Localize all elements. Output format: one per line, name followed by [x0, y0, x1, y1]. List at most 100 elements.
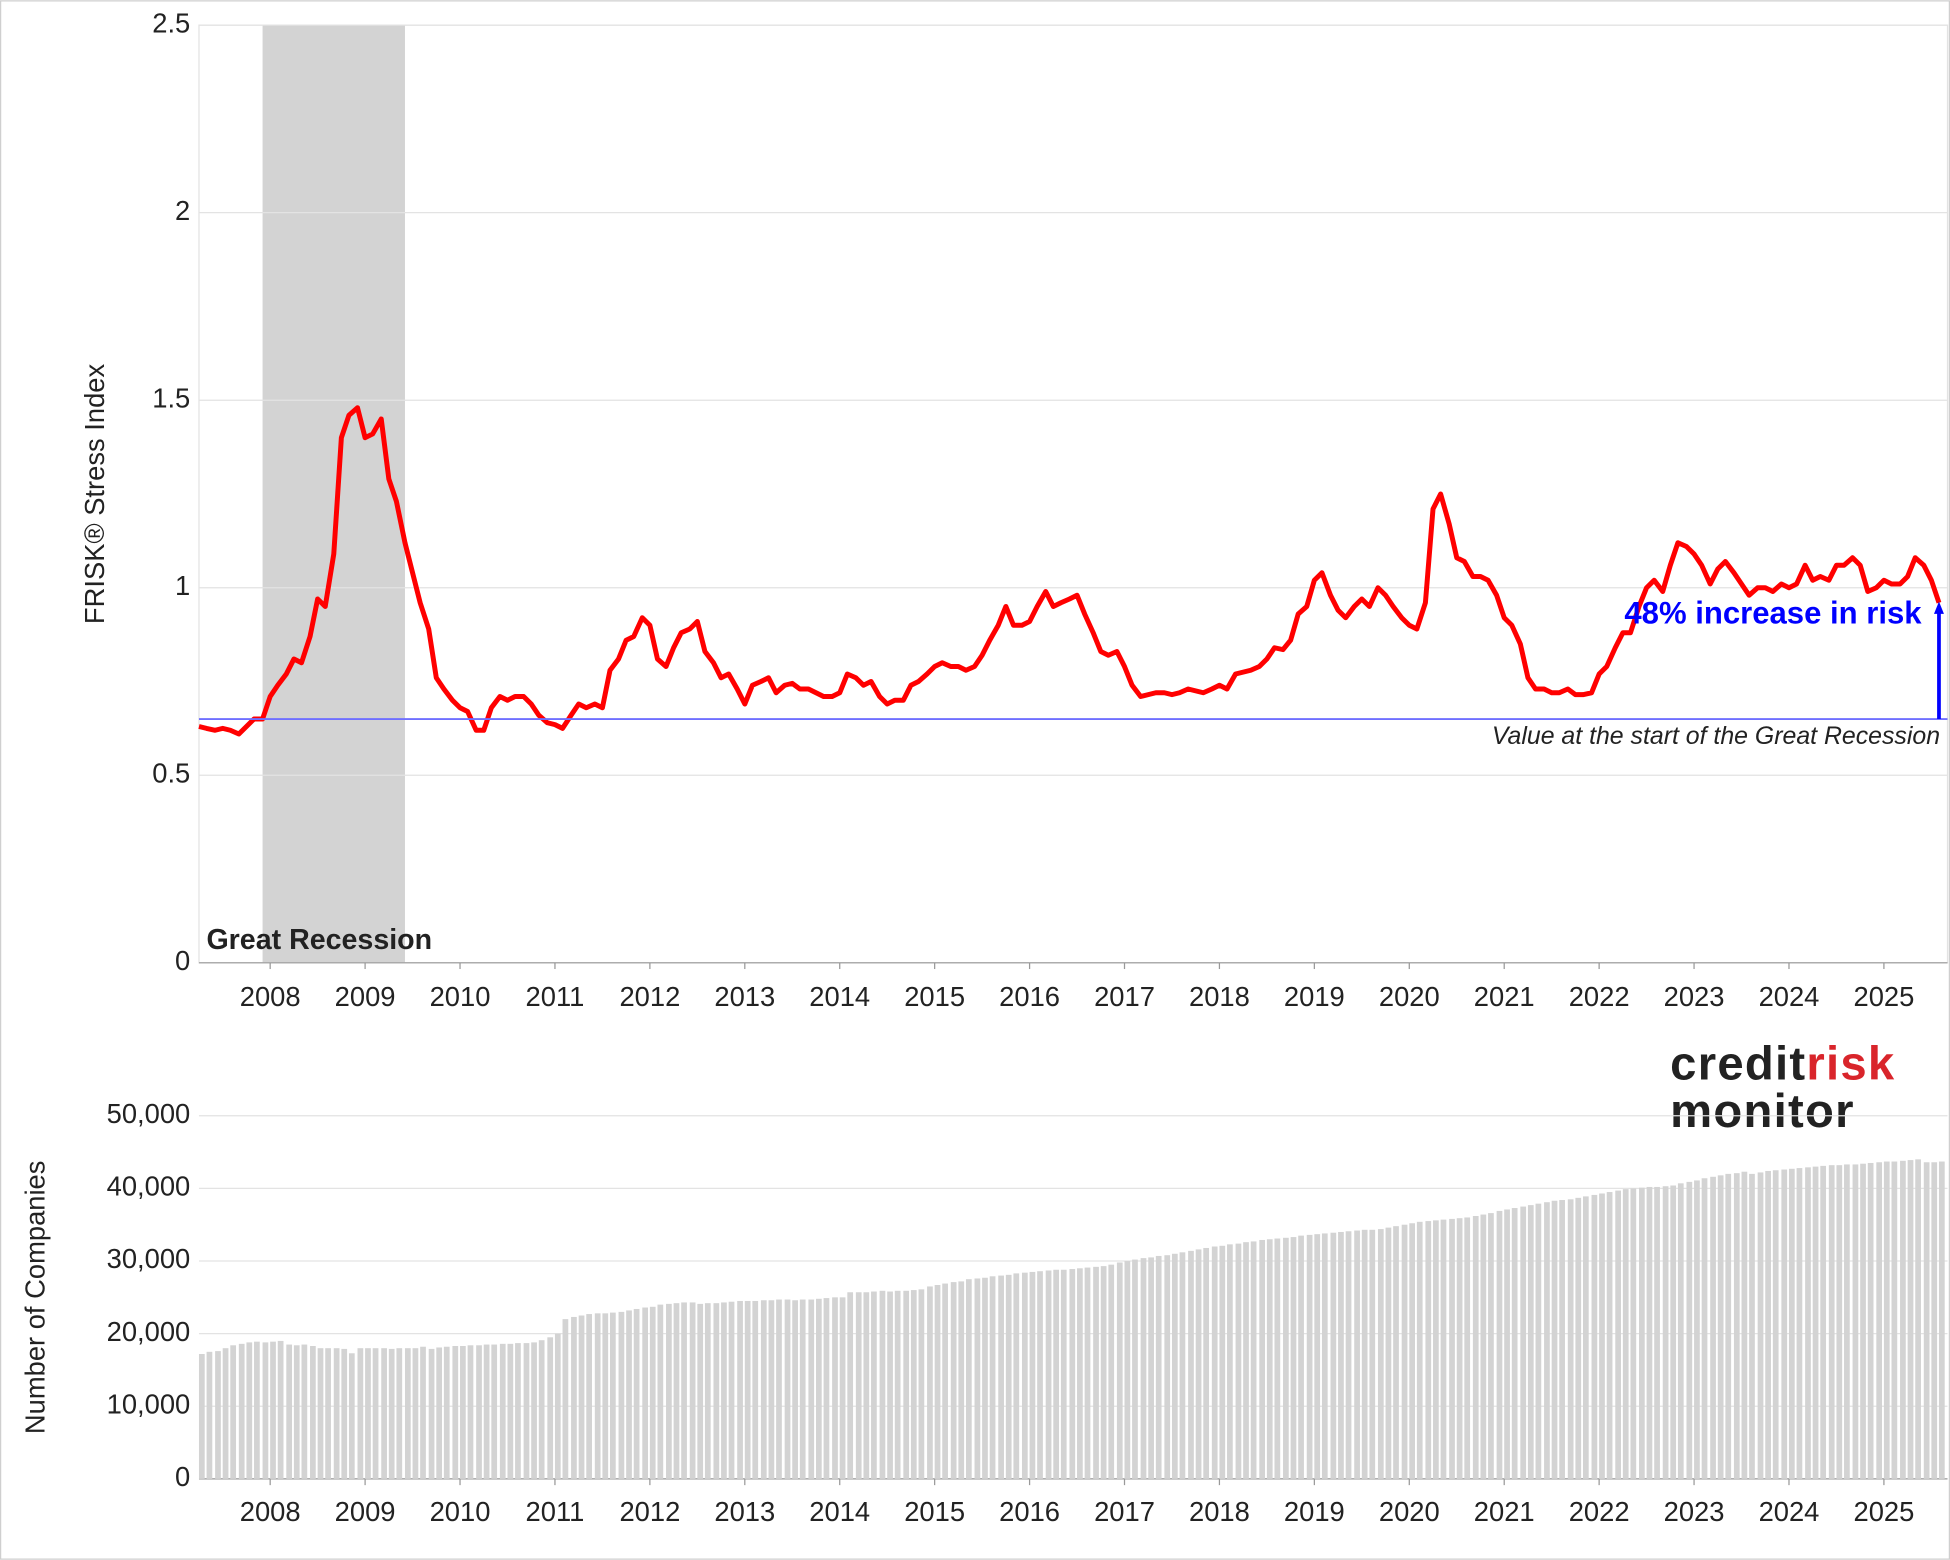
x-tick-label: 2008 — [240, 981, 301, 1012]
bar — [808, 1299, 815, 1479]
bar — [965, 1279, 972, 1479]
bar — [1100, 1266, 1107, 1479]
bar — [974, 1278, 981, 1479]
bar — [270, 1341, 276, 1479]
bar — [562, 1319, 569, 1479]
bar — [1938, 1161, 1945, 1479]
bar — [1488, 1213, 1494, 1479]
bar — [286, 1344, 293, 1479]
bar — [1053, 1269, 1060, 1479]
reference-label: Value at the start of the Great Recessio… — [1492, 722, 1940, 750]
x-tick-label: 2025 — [1853, 981, 1914, 1012]
bar — [704, 1303, 711, 1479]
bar — [1931, 1162, 1938, 1479]
bar — [1393, 1226, 1399, 1479]
bar — [1796, 1168, 1803, 1479]
bar — [547, 1337, 554, 1479]
bar — [420, 1346, 426, 1479]
bar — [1812, 1166, 1819, 1479]
bar — [1701, 1178, 1708, 1479]
bar — [1140, 1258, 1147, 1479]
bar — [1504, 1209, 1510, 1479]
bar — [744, 1300, 751, 1479]
bar — [681, 1302, 687, 1479]
bar — [839, 1297, 846, 1479]
bar — [1677, 1183, 1684, 1479]
bar — [499, 1343, 506, 1479]
bar — [238, 1343, 245, 1479]
bar — [1433, 1220, 1439, 1479]
bar — [1385, 1227, 1392, 1479]
x-tick-label: 2009 — [335, 981, 396, 1012]
bar — [863, 1292, 870, 1479]
bar — [998, 1275, 1004, 1479]
bar — [1321, 1233, 1328, 1479]
y-axis-title: Number of Companies — [20, 1161, 51, 1435]
y-tick-label: 20,000 — [107, 1316, 191, 1347]
bar — [277, 1340, 284, 1479]
bar — [388, 1348, 395, 1479]
bar — [594, 1313, 601, 1479]
bar — [578, 1315, 585, 1479]
bar — [713, 1303, 720, 1479]
bar — [571, 1316, 577, 1479]
bar — [1377, 1229, 1384, 1479]
bar — [1757, 1172, 1764, 1479]
x-tick-label: 2018 — [1189, 1496, 1250, 1527]
x-tick-label: 2020 — [1379, 1496, 1440, 1527]
bar — [1124, 1261, 1131, 1479]
bar — [1717, 1175, 1724, 1479]
bar — [1765, 1170, 1771, 1479]
bar — [1639, 1187, 1645, 1479]
bar — [1060, 1269, 1067, 1479]
bar — [989, 1276, 996, 1479]
bar — [1615, 1190, 1621, 1479]
x-tick-label: 2010 — [430, 981, 491, 1012]
bar — [752, 1300, 759, 1479]
x-tick-label: 2025 — [1853, 1496, 1914, 1527]
bar — [1179, 1252, 1186, 1479]
x-tick-label: 2021 — [1474, 1496, 1535, 1527]
x-tick-label: 2016 — [999, 1496, 1060, 1527]
bar — [586, 1314, 592, 1479]
bar — [1203, 1247, 1210, 1479]
bar — [1108, 1264, 1115, 1479]
bar — [958, 1281, 965, 1479]
bar — [1274, 1238, 1281, 1479]
bar — [460, 1346, 466, 1479]
bar — [879, 1290, 886, 1479]
bar — [443, 1346, 450, 1479]
bar — [697, 1303, 704, 1479]
bar — [523, 1343, 530, 1479]
y-tick-label: 2 — [175, 195, 190, 226]
bar — [246, 1342, 253, 1479]
bar — [1338, 1231, 1344, 1479]
x-tick-label: 2014 — [809, 981, 870, 1012]
bar — [910, 1290, 917, 1479]
bar — [1575, 1197, 1582, 1479]
bar — [1772, 1170, 1779, 1479]
x-tick-label: 2008 — [240, 1496, 301, 1527]
bar — [262, 1342, 269, 1479]
x-tick-label: 2024 — [1759, 981, 1820, 1012]
bar — [847, 1292, 854, 1479]
x-tick-label: 2016 — [999, 981, 1060, 1012]
bar — [784, 1299, 791, 1479]
bar — [1211, 1246, 1218, 1479]
logo: creditrisk — [1670, 1038, 1895, 1091]
bar — [1480, 1214, 1487, 1479]
bar — [467, 1345, 474, 1479]
bar — [776, 1299, 782, 1479]
bar — [1654, 1186, 1660, 1479]
x-tick-label: 2020 — [1379, 981, 1440, 1012]
bar — [1630, 1188, 1637, 1479]
bar — [1005, 1274, 1012, 1479]
bar — [1646, 1186, 1653, 1479]
bar — [254, 1341, 260, 1479]
y-tick-label: 50,000 — [107, 1098, 191, 1129]
bar — [515, 1343, 521, 1479]
bar — [436, 1347, 443, 1479]
bar — [1788, 1168, 1795, 1479]
bar — [1132, 1259, 1138, 1479]
bar — [728, 1301, 735, 1479]
